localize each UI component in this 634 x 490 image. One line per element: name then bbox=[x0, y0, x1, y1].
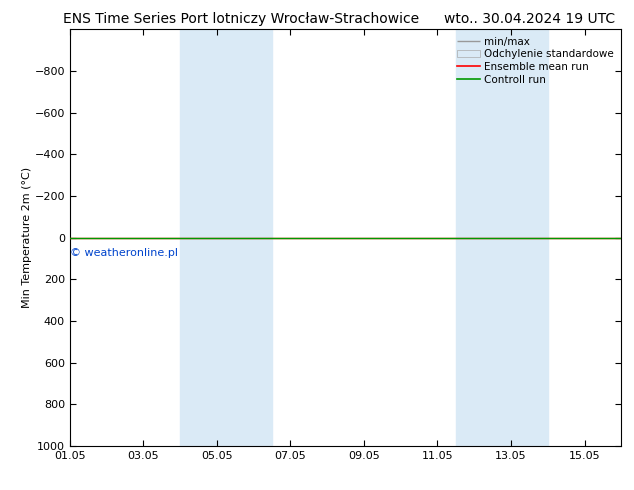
Bar bbox=[180, 29, 272, 446]
Bar bbox=[456, 29, 548, 446]
Text: wto.. 30.04.2024 19 UTC: wto.. 30.04.2024 19 UTC bbox=[444, 12, 615, 26]
Y-axis label: Min Temperature 2m (°C): Min Temperature 2m (°C) bbox=[22, 167, 32, 308]
Text: ENS Time Series Port lotniczy Wrocław-Strachowice: ENS Time Series Port lotniczy Wrocław-St… bbox=[63, 12, 419, 26]
Legend: min/max, Odchylenie standardowe, Ensemble mean run, Controll run: min/max, Odchylenie standardowe, Ensembl… bbox=[455, 35, 616, 87]
Text: © weatheronline.pl: © weatheronline.pl bbox=[70, 248, 178, 258]
